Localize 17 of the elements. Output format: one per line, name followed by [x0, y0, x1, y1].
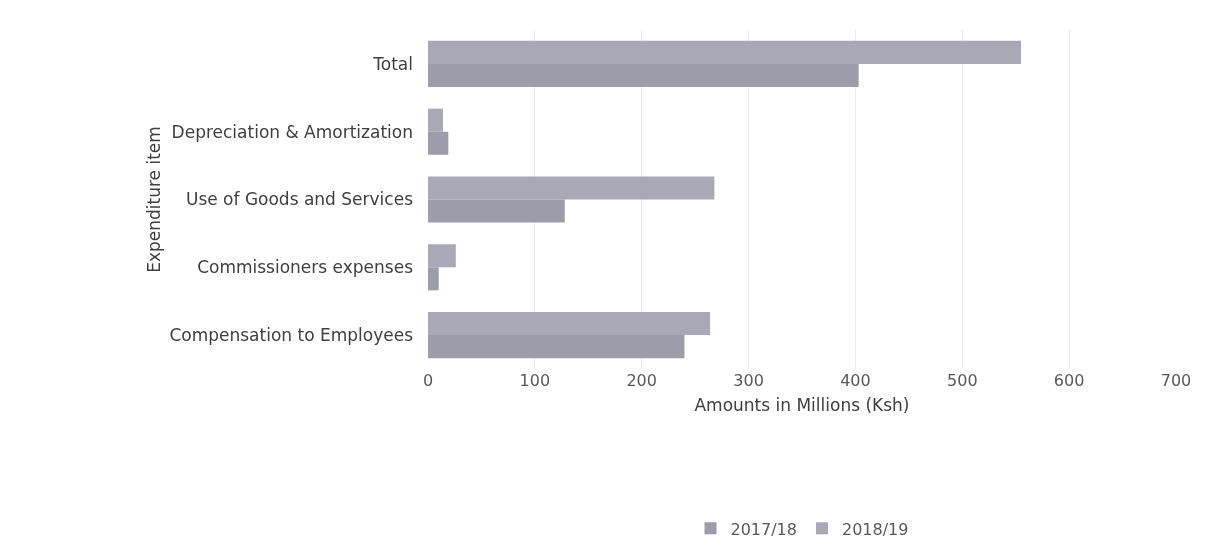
x-tick-label: 400: [840, 371, 871, 390]
x-tick-label: 200: [626, 371, 657, 390]
x-tick-label: 300: [733, 371, 764, 390]
y-tick-label: Use of Goods and Services: [185, 189, 414, 210]
y-tick-label: Commissioners expenses: [197, 257, 414, 278]
x-axis-title: Amounts in Millions (Ksh): [694, 395, 910, 416]
y-tick-label: Depreciation & Amortization: [171, 121, 413, 142]
x-tick-label: 600: [1053, 371, 1085, 390]
x-tick-label: 100: [519, 371, 551, 390]
x-tick-label: 0: [422, 371, 434, 390]
x-tick-label: 500: [947, 371, 978, 390]
x-tick-label: 700: [1160, 371, 1192, 390]
y-tick-label: Total: [372, 53, 413, 74]
y-axis-title: Expenditure item: [143, 126, 164, 273]
legend-label: 2018/19: [841, 519, 909, 539]
legend-label: 2017/18: [730, 519, 797, 539]
y-tick-label: Compensation to Employees: [169, 325, 414, 346]
